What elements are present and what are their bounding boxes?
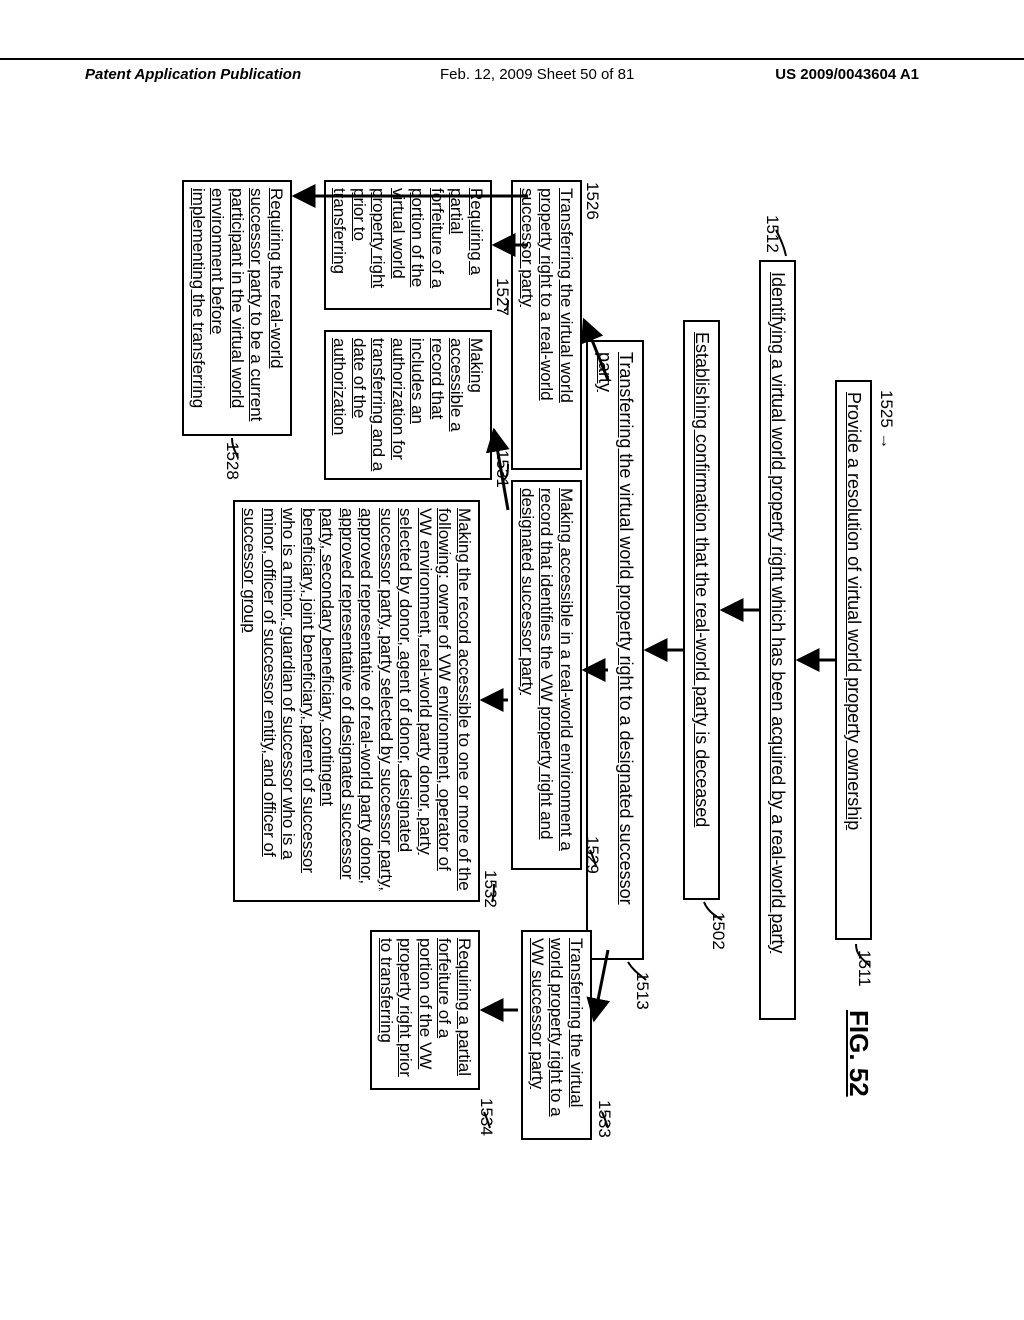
flowchart-diagram: 1525 → FIG. 52 Provide a resolution of v… bbox=[132, 160, 892, 1160]
ref-1512: 1512 bbox=[762, 215, 782, 253]
ref-1531: 1531 bbox=[492, 450, 512, 488]
ref-1511: 1511 bbox=[854, 950, 874, 987]
ref-1502: 1502 bbox=[708, 912, 728, 950]
box-1502: Establishing confirmation that the real-… bbox=[683, 320, 720, 900]
box-1533: Transferring the virtual world property … bbox=[521, 930, 592, 1140]
box-1531: Making accessible a record that includes… bbox=[324, 330, 492, 480]
ref-1525: 1525 → bbox=[876, 390, 896, 450]
box-1527: Requiring a partial forfeiture of a port… bbox=[324, 180, 492, 310]
ref-1534: 1534 bbox=[476, 1098, 496, 1136]
ref-1533: 1533 bbox=[594, 1100, 614, 1138]
ref-1529: 1529 bbox=[582, 836, 602, 874]
header-mid: Feb. 12, 2009 Sheet 50 of 81 bbox=[440, 66, 634, 83]
page-header: Patent Application Publication Feb. 12, … bbox=[0, 58, 1024, 88]
box-1532: Making the record accessible to one or m… bbox=[233, 500, 480, 902]
box-1512: Identifying a virtual world property rig… bbox=[759, 260, 796, 1020]
ref-1526: 1526 bbox=[582, 182, 602, 220]
header-right: US 2009/0043604 A1 bbox=[775, 66, 919, 83]
figure-label: FIG. 52 bbox=[843, 1010, 874, 1097]
ref-1532: 1532 bbox=[480, 870, 500, 908]
box-1528: Requiring the real-world successor party… bbox=[182, 180, 292, 436]
ref-1528: 1528 bbox=[222, 442, 242, 480]
box-1526: Transferring the virtual world property … bbox=[511, 180, 582, 470]
box-1511: Provide a resolution of virtual world pr… bbox=[835, 380, 872, 940]
box-1529: Making accessible in a real-world enviro… bbox=[511, 480, 582, 870]
box-1534: Requiring a partial forfeiture of a port… bbox=[370, 930, 480, 1090]
page: Patent Application Publication Feb. 12, … bbox=[0, 0, 1024, 1320]
ref-1513: 1513 bbox=[632, 972, 652, 1010]
ref-1527: 1527 bbox=[492, 278, 512, 316]
header-left: Patent Application Publication bbox=[85, 66, 301, 83]
